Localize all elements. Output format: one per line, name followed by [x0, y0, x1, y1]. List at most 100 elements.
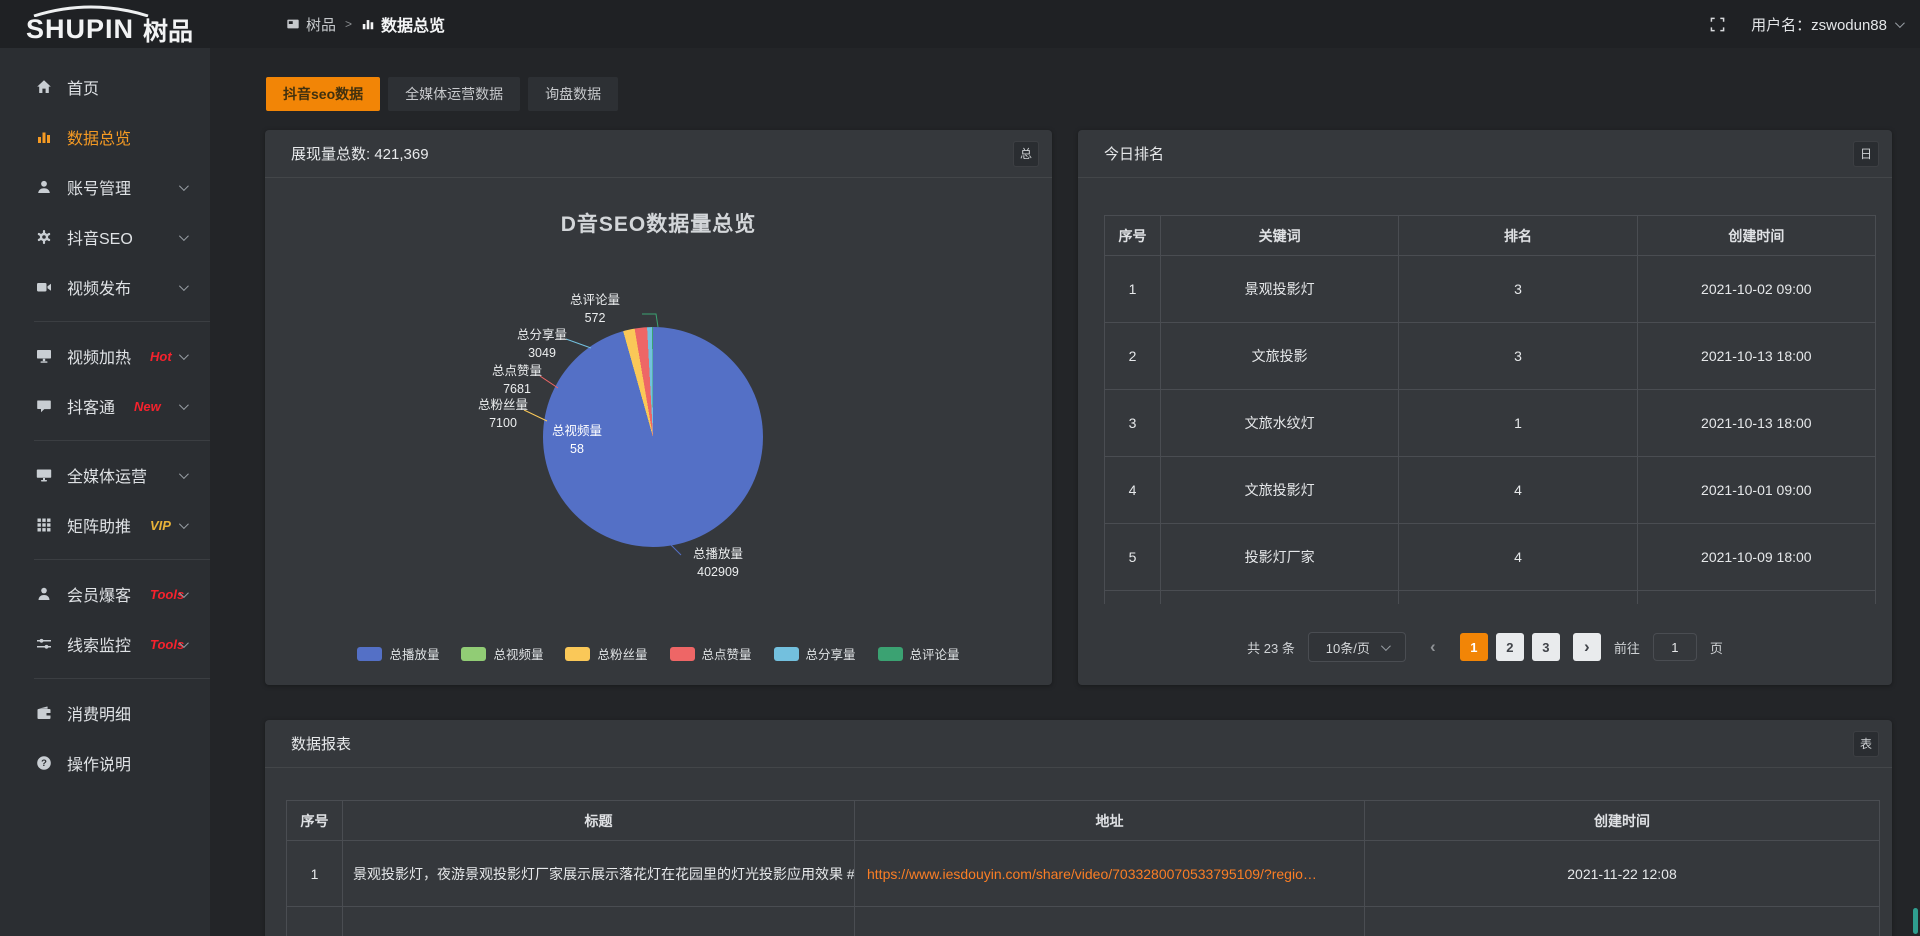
rank-table: 序号 关键词 排名 创建时间 1 景观投影灯 3 2021-10-02 09:00 2 文旅投影… [1104, 215, 1877, 604]
sidebar-item-operation-manual[interactable]: ? 操作说明 [0, 738, 210, 788]
sidebar-item-media-operation[interactable]: 全媒体运营 [0, 450, 210, 500]
pie-label-shares: 总分享量 3049 [516, 328, 567, 360]
legend-item[interactable]: 总评论量 [877, 644, 960, 663]
tab-2[interactable]: 询盘数据 [528, 77, 619, 111]
sidebar-badge: Hot [150, 348, 172, 364]
sidebar-divider [34, 678, 210, 679]
table-cell: 4 [1398, 456, 1638, 524]
prev-page-button[interactable]: ‹ [1419, 633, 1447, 661]
pie-chart-title: D音SEO数据量总览 [560, 213, 757, 236]
video-link[interactable]: https://www.iesdouyin.com/share/video/70… [867, 865, 1317, 882]
table-cell: 2021-10-13 18:00 [1636, 389, 1877, 457]
tab-1[interactable]: 全媒体运营数据 [388, 77, 521, 111]
table-cell: 景观投影灯 [1159, 255, 1400, 323]
table-cell: 1 [286, 840, 343, 907]
day-corner-button[interactable]: 日 [1853, 140, 1879, 167]
table-stub-row [1104, 590, 1877, 604]
next-page-button[interactable]: › [1572, 633, 1601, 661]
legend-swatch [773, 646, 799, 661]
sidebar-divider [34, 440, 210, 441]
table-cell: 投影灯厂家 [1159, 523, 1400, 591]
table-corner-button[interactable]: 表 [1853, 730, 1879, 757]
chevron-down-icon [178, 181, 189, 192]
sidebar-item-account-manage[interactable]: 账号管理 [0, 162, 210, 212]
chevron-down-icon [178, 469, 189, 480]
sidebar-item-doukaotong[interactable]: 抖客通 New [0, 381, 210, 431]
table-cell: 5 [1104, 523, 1161, 591]
column-header: 地址 [854, 800, 1365, 841]
legend-label: 总评论量 [909, 648, 960, 662]
topbar-right: 用户名：zswodun88 [1710, 0, 1905, 48]
user-menu[interactable]: 用户名：zswodun88 [1751, 14, 1905, 35]
report-panel-title: 数据报表 [291, 736, 352, 753]
total-corner-button[interactable]: 总 [1013, 140, 1039, 167]
column-header: 标题 [342, 800, 855, 841]
chevron-down-icon [1894, 17, 1905, 28]
chevron-down-icon [178, 519, 189, 530]
column-header: 序号 [286, 800, 343, 841]
sidebar-item-home[interactable]: 首页 [0, 62, 210, 112]
svg-text:?: ? [41, 758, 47, 769]
fullscreen-icon[interactable] [1710, 17, 1725, 32]
breadcrumb: 树品 > 数据总览 [286, 0, 445, 48]
sidebar-item-label: 数据总览 [67, 131, 132, 148]
legend-item[interactable]: 总点赞量 [669, 644, 752, 663]
app-logo: SHUPIN 树品 [26, 2, 193, 48]
goto-label: 前往 [1613, 640, 1640, 656]
page-size-select[interactable]: 10条/页 [1307, 632, 1406, 662]
legend-item[interactable]: 总粉丝量 [565, 644, 648, 663]
sidebar-item-data-overview[interactable]: 数据总览 [0, 112, 210, 162]
data-tabs: 抖音seo数据 全媒体运营数据 询盘数据 [266, 77, 619, 111]
legend-label: 总播放量 [389, 648, 440, 662]
table-header-row: 序号 关键词 排名 创建时间 [1104, 215, 1877, 256]
sidebar-item-matrix-boost[interactable]: 矩阵助推 VIP [0, 500, 210, 550]
sidebar-item-video-publish[interactable]: 视频发布 [0, 262, 210, 312]
breadcrumb-root[interactable]: 树品 [286, 14, 336, 35]
video-icon [36, 279, 52, 295]
page-button-3[interactable]: 3 [1531, 633, 1560, 661]
goto-unit-label: 页 [1709, 640, 1723, 656]
goto-page-input[interactable] [1652, 633, 1697, 661]
sidebar-badge: VIP [150, 517, 171, 533]
pie-chart [543, 327, 763, 547]
page-button-1[interactable]: 1 [1459, 633, 1488, 661]
logo-text-en: SHUPIN [26, 14, 135, 44]
sidebar-item-consume-detail[interactable]: 消费明细 [0, 688, 210, 738]
legend-swatch [877, 646, 903, 661]
table-row: 2 文旅投影 3 2021-10-13 18:00 [1104, 322, 1877, 390]
table-cell: 3 [1398, 322, 1638, 390]
table-cell: 3 [1104, 389, 1161, 457]
screen-icon [36, 348, 52, 364]
legend-item[interactable]: 总播放量 [357, 644, 439, 663]
sidebar-item-label: 抖音SEO [67, 231, 133, 248]
page-button-2[interactable]: 2 [1495, 633, 1524, 661]
chevron-down-icon [178, 231, 189, 242]
tab-0[interactable]: 抖音seo数据 [266, 77, 381, 111]
panel-header: 数据报表 表 [265, 720, 1892, 768]
sidebar-item-douyin-seo[interactable]: 抖音SEO [0, 212, 210, 262]
pie-label-comments: 总评论量 572 [569, 293, 620, 325]
sidebar-item-video-heat[interactable]: 视频加热 Hot [0, 331, 210, 381]
sidebar-item-label: 会员爆客 [67, 588, 132, 605]
sidebar-item-label: 账号管理 [67, 181, 132, 198]
pie-legend: 总播放量 总视频量 总粉丝量 总点赞量 总分享量 总评论量 [265, 644, 1052, 663]
table-cell: 2021-10-09 18:00 [1636, 523, 1877, 591]
table-row: 4 文旅投影灯 4 2021-10-01 09:00 [1104, 456, 1877, 524]
legend-item[interactable]: 总分享量 [773, 644, 856, 663]
sidebar-item-member-burst[interactable]: 会员爆客 Tools [0, 569, 210, 619]
sidebar-item-clue-monitor[interactable]: 线索监控 Tools [0, 619, 210, 669]
panel-header: 展现量总数: 421,369 总 [265, 130, 1052, 178]
sidebar-item-label: 全媒体运营 [67, 469, 148, 486]
logo-arc [33, 5, 149, 17]
chevron-down-icon [1380, 640, 1391, 651]
scrollbar-thumb[interactable] [1913, 908, 1918, 934]
chevron-down-icon [178, 281, 189, 292]
logo-text-cn: 树品 [143, 17, 194, 46]
breadcrumb-current[interactable]: 数据总览 [361, 12, 445, 36]
table-row: 1 景观投影灯，夜游景观投影灯厂家展示展示落花灯在花园里的灯光投影应用效果 # ht… [286, 840, 1880, 907]
legend-label: 总分享量 [805, 648, 856, 662]
legend-item[interactable]: 总视频量 [461, 644, 543, 663]
chevron-down-icon [178, 350, 189, 361]
table-cell: 1 [1398, 389, 1638, 457]
pagination: 共 23 条 10条/页 ‹ 123 › 前往 页 [1078, 632, 1892, 662]
